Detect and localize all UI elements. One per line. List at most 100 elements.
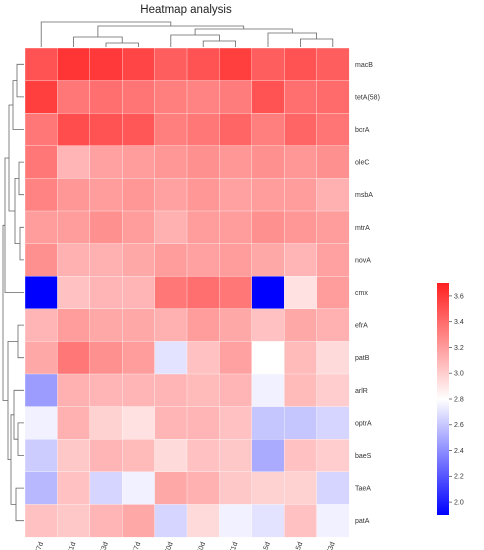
heatmap-cell xyxy=(122,504,156,538)
heatmap-cell xyxy=(284,308,318,342)
colorbar-tick-label: 3.0 xyxy=(454,371,464,378)
heatmap-cell xyxy=(316,341,350,375)
heatmap-cell xyxy=(122,178,156,212)
heatmap-cell xyxy=(186,471,220,505)
heatmap-cell xyxy=(57,406,91,440)
heatmap-cell xyxy=(154,373,188,408)
heatmap-cell xyxy=(89,47,123,82)
heatmap-cell xyxy=(57,113,91,147)
heatmap-cell xyxy=(122,210,156,245)
column-label: T0d xyxy=(164,541,175,550)
heatmap-cell xyxy=(316,406,350,440)
heatmap-cell xyxy=(57,243,91,277)
heatmap-cell xyxy=(24,308,58,342)
row-dendrogram-link xyxy=(16,63,24,98)
heatmap-cell xyxy=(57,276,91,310)
column-dendrogram-link xyxy=(105,42,139,47)
row-dendrogram-link xyxy=(8,104,15,212)
row-dendrogram-link xyxy=(12,80,24,130)
heatmap-cell xyxy=(89,178,123,212)
heatmap-cell xyxy=(89,308,123,342)
heatmap-cell xyxy=(186,47,220,82)
heatmap-cells xyxy=(24,47,350,538)
heatmap-cell xyxy=(251,308,285,342)
heatmap-cell xyxy=(154,243,188,277)
heatmap-cell xyxy=(154,308,188,342)
heatmap-cell xyxy=(251,113,285,147)
heatmap-cell xyxy=(154,406,188,440)
heatmap-cell xyxy=(89,341,123,375)
colorbar-tick-label: 2.4 xyxy=(454,448,464,455)
heatmap-cell xyxy=(89,406,123,440)
heatmap-cell xyxy=(186,341,220,375)
heatmap-cell xyxy=(284,80,318,114)
column-label: T7d xyxy=(34,541,45,550)
heatmap-cell xyxy=(316,504,350,538)
row-label: arlR xyxy=(355,388,368,395)
heatmap-cell xyxy=(24,210,58,245)
column-labels: T7d CK1d CK3d CK7d T0d CK0d T1d T15d CK15d T3d xyxy=(34,541,336,550)
heatmap-cell xyxy=(186,210,220,245)
heatmap-cell xyxy=(24,341,58,375)
heatmap-cell xyxy=(186,308,220,342)
heatmap-cell xyxy=(122,145,156,179)
heatmap-cell xyxy=(284,210,318,245)
heatmap-cell xyxy=(219,178,253,212)
heatmap-cell xyxy=(122,276,156,310)
heatmap-cell xyxy=(154,471,188,505)
heatmap-cell xyxy=(316,471,350,505)
heatmap-cell xyxy=(251,47,285,82)
colorbar-tick-label: 2.2 xyxy=(454,474,464,481)
heatmap-cell xyxy=(284,243,318,277)
heatmap-cell xyxy=(122,373,156,408)
heatmap-cell xyxy=(186,113,220,147)
heatmap-cell xyxy=(316,276,350,310)
heatmap-cell xyxy=(251,210,285,245)
column-dendrogram-link xyxy=(194,28,293,35)
row-dendrogram-link xyxy=(15,487,24,522)
heatmap-cell xyxy=(219,406,253,440)
heatmap-cell xyxy=(284,276,318,310)
heatmap-cell xyxy=(154,341,188,375)
heatmap-cell xyxy=(57,504,91,538)
heatmap-cell xyxy=(219,439,253,473)
heatmap-cell xyxy=(251,373,285,408)
heatmap-cell xyxy=(316,373,350,408)
heatmap-cell xyxy=(219,145,253,179)
heatmap-cell xyxy=(219,471,253,505)
heatmap-cell xyxy=(219,373,253,408)
heatmap-cell xyxy=(284,145,318,179)
row-dendrogram-link xyxy=(2,224,8,401)
heatmap-cell xyxy=(284,471,318,505)
heatmap-cell xyxy=(122,341,156,375)
heatmap-cell xyxy=(24,113,58,147)
row-dendrogram-link xyxy=(17,422,24,456)
heatmap-cell xyxy=(154,80,188,114)
heatmap-cell xyxy=(89,471,123,505)
heatmap-cell xyxy=(251,504,285,538)
heatmap-cell xyxy=(219,276,253,310)
heatmap-cell xyxy=(24,80,58,114)
heatmap-cell xyxy=(251,341,285,375)
row-label: efrA xyxy=(355,323,368,330)
heatmap-cell xyxy=(316,145,350,179)
heatmap-cell xyxy=(284,439,318,473)
heatmap-cell xyxy=(89,210,123,245)
row-label: oleC xyxy=(355,160,369,167)
heatmap-cell xyxy=(316,308,350,342)
row-label: novA xyxy=(355,257,371,264)
heatmap-cell xyxy=(251,439,285,473)
heatmap-cell xyxy=(284,341,318,375)
heatmap-cell xyxy=(24,471,58,505)
heatmap-cell xyxy=(219,80,253,114)
colorbar-tick-label: 2.6 xyxy=(454,422,464,429)
heatmap-cell xyxy=(57,439,91,473)
heatmap-cell xyxy=(89,113,123,147)
row-label: tetA(58) xyxy=(355,94,380,101)
heatmap-cell xyxy=(154,210,188,245)
heatmap-cell xyxy=(316,47,350,82)
heatmap-cell xyxy=(89,243,123,277)
column-dendrogram-link xyxy=(267,32,317,47)
heatmap-cell xyxy=(284,178,318,212)
heatmap-cell xyxy=(219,504,253,538)
